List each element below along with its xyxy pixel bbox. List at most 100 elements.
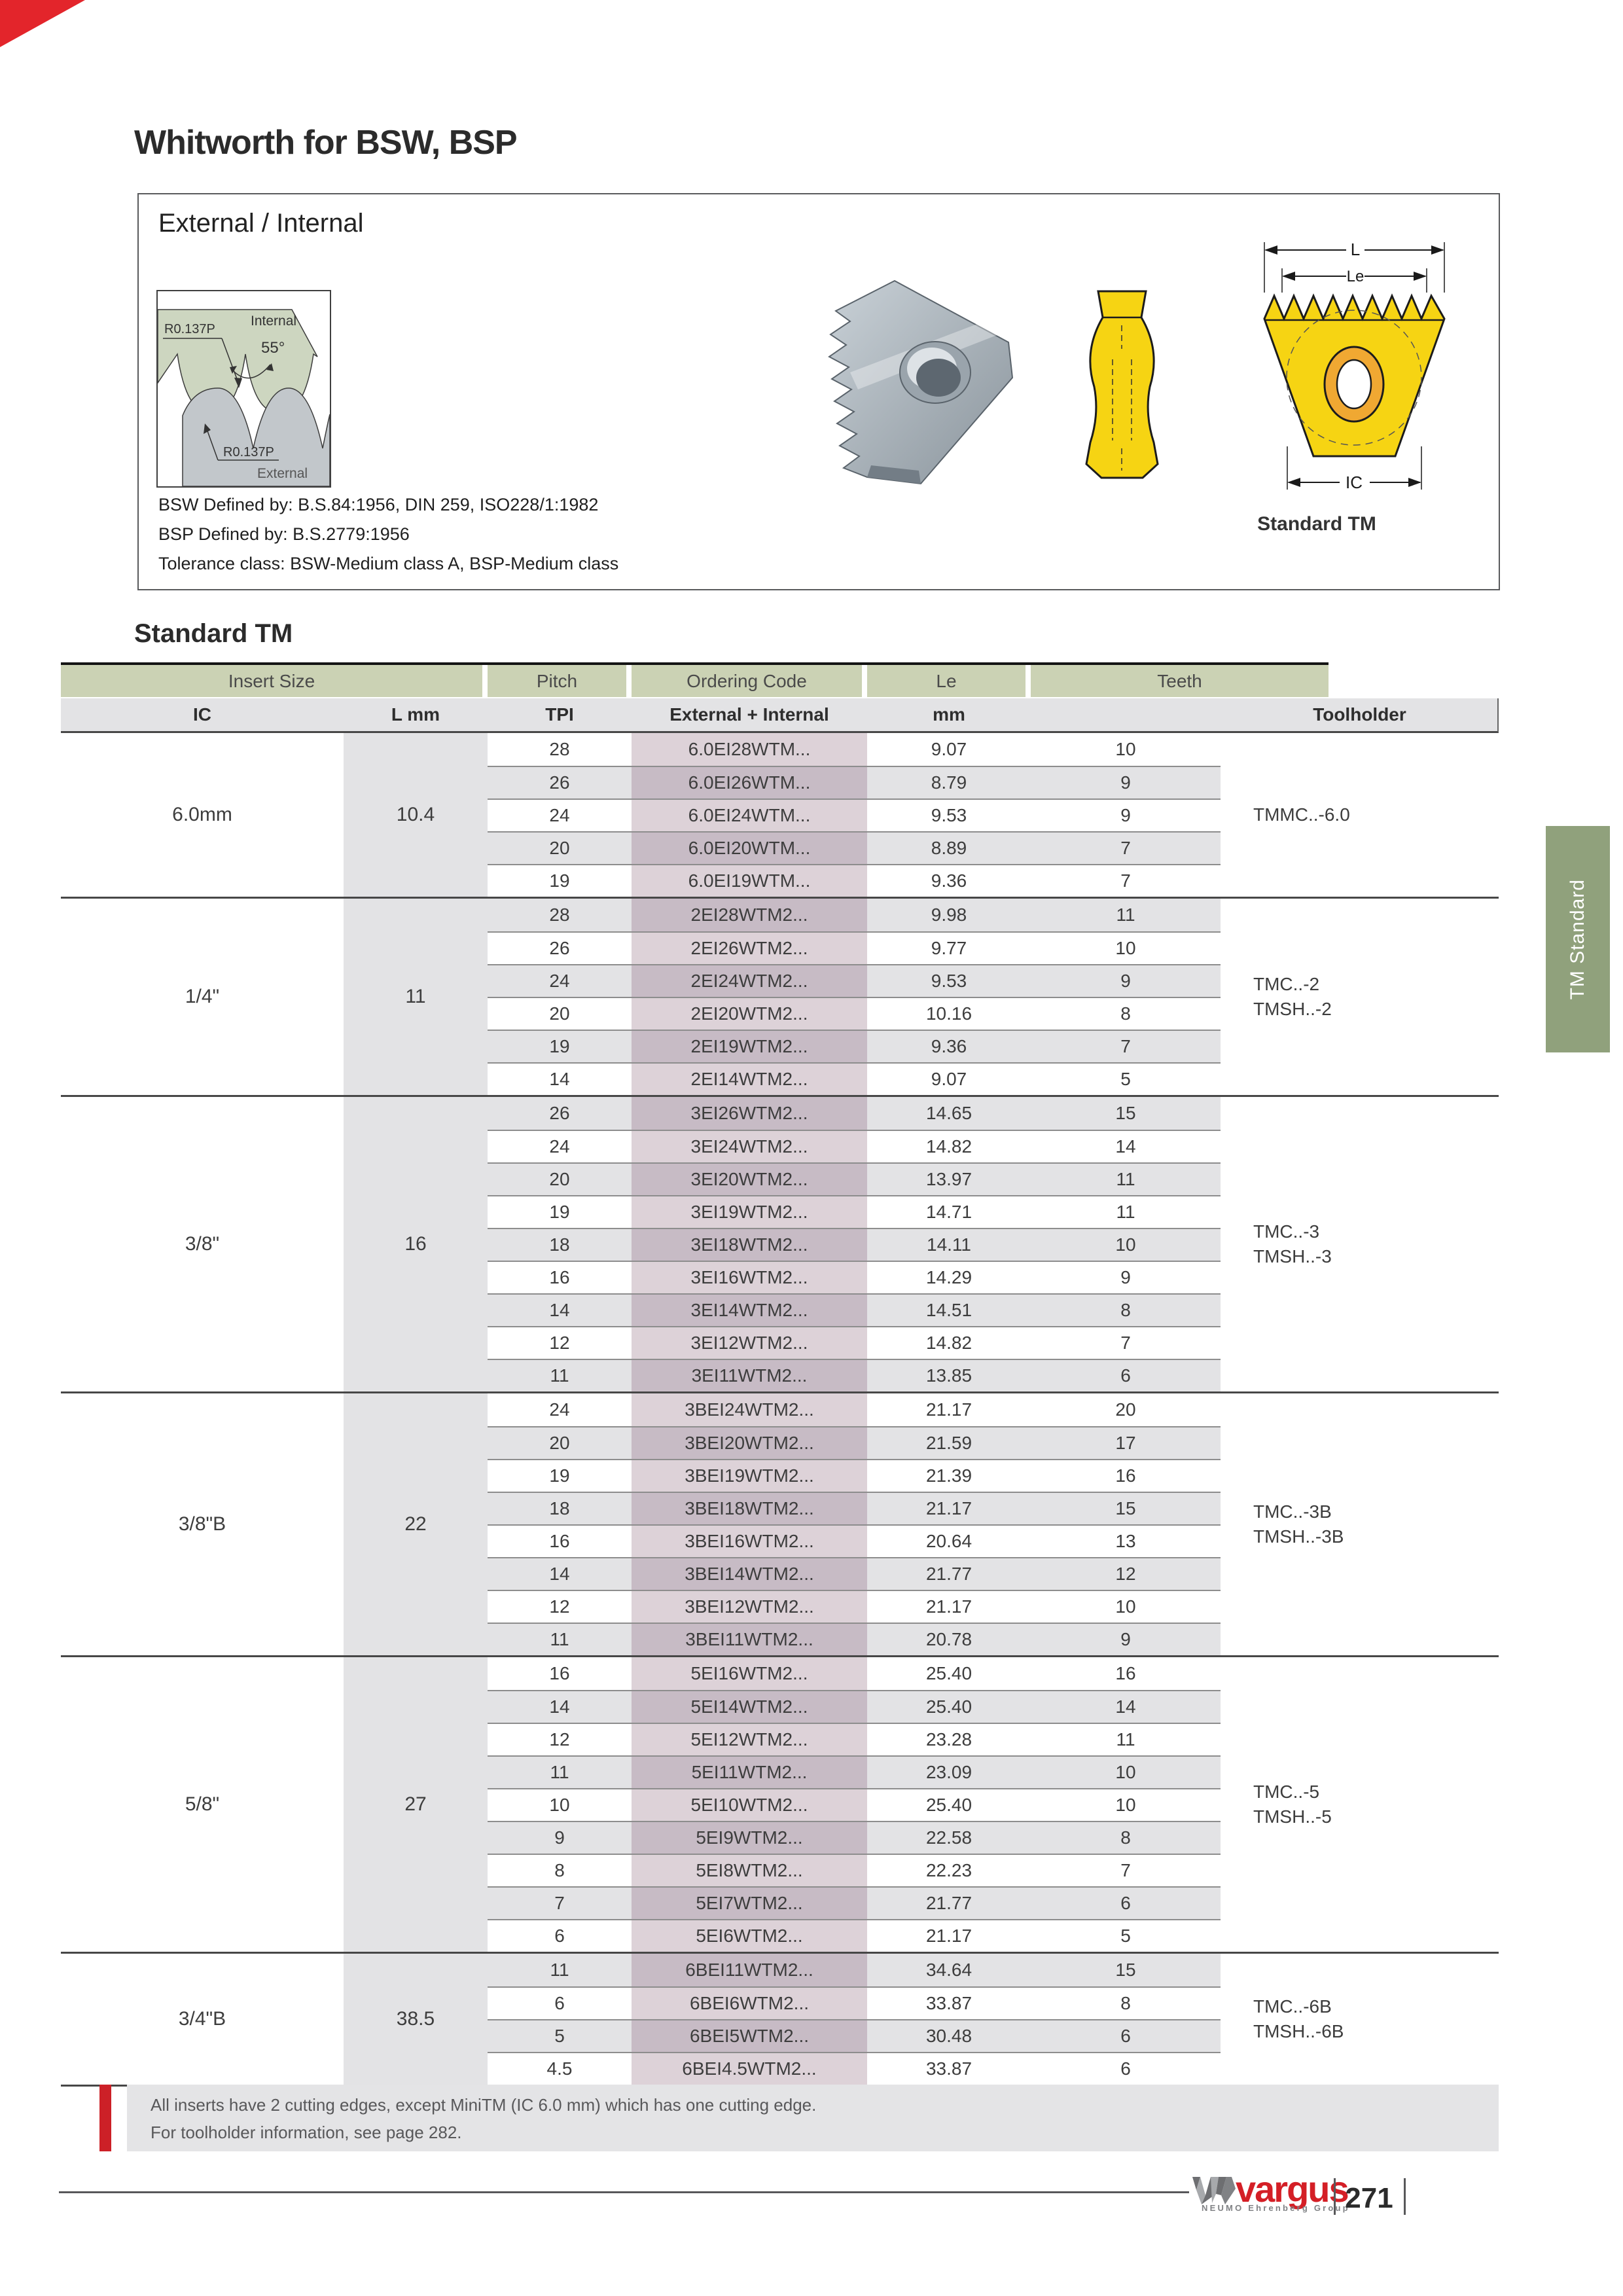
toolholder-label: TMSH..-3 [1253, 1246, 1332, 1266]
le-cell: 14.29 [867, 1261, 1031, 1293]
code-cell: 6.0EI28WTM... [632, 733, 867, 766]
page-title: Whitworth for BSW, BSP [134, 124, 518, 162]
teeth-cell: 11 [1031, 1723, 1221, 1755]
teeth-cell: 9 [1031, 1623, 1221, 1655]
l-cell: 11 [344, 899, 488, 1095]
tpi-cell: 7 [488, 1886, 632, 1919]
header-le: Le [867, 665, 1026, 697]
code-cell: 3BEI12WTM2... [632, 1590, 867, 1623]
page-corner-mark [0, 0, 85, 47]
tpi-cell: 16 [488, 1524, 632, 1557]
teeth-cell: 15 [1031, 1492, 1221, 1524]
tpi-cell: 12 [488, 1590, 632, 1623]
tpi-cell: 19 [488, 1030, 632, 1062]
tpi-cell: 20 [488, 997, 632, 1030]
le-cell: 21.77 [867, 1557, 1031, 1590]
box-title: External / Internal [158, 209, 364, 238]
dim-l-label: L [1351, 240, 1360, 259]
tpi-cell: 4.5 [488, 2052, 632, 2085]
ic-cell: 3/4"B [61, 1954, 344, 2085]
teeth-cell: 11 [1031, 1195, 1221, 1228]
toolholder-label: TMC..-2 [1253, 974, 1320, 994]
code-cell: 3EI18WTM2... [632, 1228, 867, 1261]
code-cell: 3BEI11WTM2... [632, 1623, 867, 1655]
teeth-cell: 5 [1031, 1919, 1221, 1952]
tpi-cell: 11 [488, 1954, 632, 1986]
code-cell: 3EI20WTM2... [632, 1162, 867, 1195]
tpi-cell: 11 [488, 1623, 632, 1655]
teeth-cell: 11 [1031, 899, 1221, 931]
code-cell: 6.0EI24WTM... [632, 798, 867, 831]
radius-top-label: R0.137P [164, 322, 215, 336]
insert-size-group: 3/8" 16 26 3EI26WTM2... 14.65 15 24 3EI24WTM2..… [61, 1095, 1499, 1391]
l-cell: 16 [344, 1097, 488, 1391]
tpi-cell: 20 [488, 1162, 632, 1195]
dim-ic-label: IC [1346, 473, 1363, 492]
tpi-cell: 19 [488, 864, 632, 897]
teeth-cell: 5 [1031, 1062, 1221, 1095]
toolholder-label: TMC..-5 [1253, 1782, 1320, 1802]
tab-tm-standard-label: TM Standard [1567, 878, 1588, 1000]
tpi-cell: 24 [488, 1393, 632, 1426]
code-cell: 2EI28WTM2... [632, 899, 867, 931]
footer-divider-left [1334, 2178, 1336, 2215]
header-insert-size: Insert Size [61, 665, 482, 697]
tpi-cell: 12 [488, 1723, 632, 1755]
le-cell: 21.17 [867, 1492, 1031, 1524]
l-cell: 22 [344, 1393, 488, 1655]
toolholder-cell: TMC..-2 TMSH..-2 [1221, 899, 1499, 1095]
footer-rule [59, 2191, 1189, 2193]
teeth-cell: 14 [1031, 1690, 1221, 1723]
ic-cell: 1/4" [61, 899, 344, 1095]
teeth-cell: 10 [1031, 733, 1221, 766]
subheader-empty [1031, 698, 1221, 731]
external-label: External [257, 466, 308, 481]
insert-size-group: 3/4"B 38.5 11 6BEI11WTM2... 34.64 15 6 6BEI6WTM… [61, 1952, 1499, 2085]
bsp-defined-line: BSP Defined by: B.S.2779:1956 [158, 524, 410, 544]
section-title: Standard TM [134, 619, 293, 648]
toolholder-cell: TMMC..-6.0 [1221, 733, 1499, 897]
tpi-cell: 14 [488, 1293, 632, 1326]
header-teeth: Teeth [1031, 665, 1329, 697]
code-cell: 3EI19WTM2... [632, 1195, 867, 1228]
code-cell: 6BEI5WTM2... [632, 2019, 867, 2052]
toolholder-cell: TMC..-5 TMSH..-5 [1221, 1657, 1499, 1952]
toolholder-label: TMSH..-2 [1253, 999, 1332, 1019]
radius-bottom-label: R0.137P [223, 445, 274, 459]
le-cell: 14.65 [867, 1097, 1031, 1130]
toolholder-cell: TMC..-3 TMSH..-3 [1221, 1097, 1499, 1391]
footnote-accent-bar [99, 2085, 111, 2151]
insert-front-view-icon: L Le IC [1263, 240, 1446, 492]
tpi-cell: 11 [488, 1755, 632, 1788]
toolholder-label: TMMC..-6.0 [1253, 804, 1350, 825]
teeth-cell: 6 [1031, 2019, 1221, 2052]
code-cell: 6BEI4.5WTM2... [632, 2052, 867, 2085]
code-cell: 5EI12WTM2... [632, 1723, 867, 1755]
teeth-cell: 7 [1031, 1030, 1221, 1062]
code-cell: 6BEI11WTM2... [632, 1954, 867, 1986]
code-cell: 5EI9WTM2... [632, 1821, 867, 1854]
tpi-cell: 26 [488, 766, 632, 798]
le-cell: 9.36 [867, 864, 1031, 897]
code-cell: 3BEI18WTM2... [632, 1492, 867, 1524]
subheader-toolholder: Toolholder [1313, 704, 1406, 725]
code-cell: 3EI24WTM2... [632, 1130, 867, 1162]
teeth-cell: 10 [1031, 1755, 1221, 1788]
code-cell: 3EI14WTM2... [632, 1293, 867, 1326]
bsw-defined-line: BSW Defined by: B.S.84:1956, DIN 259, IS… [158, 495, 599, 514]
tpi-cell: 18 [488, 1492, 632, 1524]
le-cell: 14.71 [867, 1195, 1031, 1228]
code-cell: 3EI12WTM2... [632, 1326, 867, 1359]
teeth-cell: 16 [1031, 1657, 1221, 1690]
teeth-cell: 11 [1031, 1162, 1221, 1195]
le-cell: 21.17 [867, 1393, 1031, 1426]
le-cell: 20.64 [867, 1524, 1031, 1557]
code-cell: 5EI7WTM2... [632, 1886, 867, 1919]
le-cell: 21.17 [867, 1919, 1031, 1952]
le-cell: 22.58 [867, 1821, 1031, 1854]
code-cell: 2EI19WTM2... [632, 1030, 867, 1062]
le-cell: 14.82 [867, 1326, 1031, 1359]
vargus-logo-icon [1192, 2177, 1236, 2204]
code-cell: 3BEI20WTM2... [632, 1426, 867, 1459]
le-cell: 14.82 [867, 1130, 1031, 1162]
